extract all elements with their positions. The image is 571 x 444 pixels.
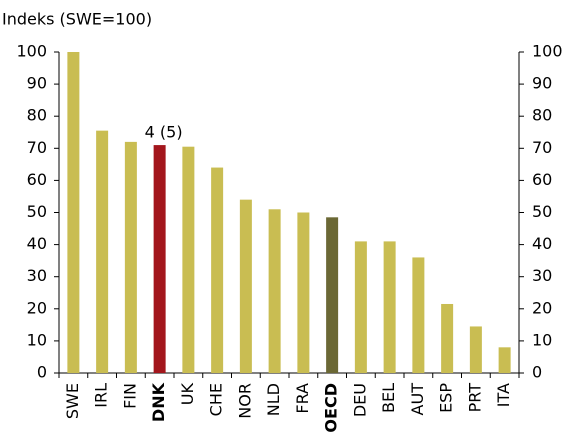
annotation: 4 (5): [145, 123, 183, 142]
y-tick-label: 90: [27, 74, 47, 93]
y-tick-label: 100: [16, 42, 47, 61]
x-tick-label: FRA: [293, 383, 312, 414]
bar: [67, 52, 80, 373]
bar: [297, 212, 310, 373]
bar: [498, 347, 511, 373]
y2-tick-label: 40: [532, 234, 552, 253]
x-tick-label: PRT: [465, 383, 484, 413]
bar: [412, 257, 425, 373]
x-tick-label: BEL: [379, 383, 398, 413]
y2-tick-label: 70: [532, 138, 552, 157]
y2-tick-label: 80: [532, 106, 552, 125]
y2-tick-label: 90: [532, 74, 552, 93]
y-tick-label: 80: [27, 106, 47, 125]
y-tick-label: 50: [27, 202, 47, 221]
x-tick-label: IRL: [92, 383, 111, 408]
y-tick-label: 10: [27, 330, 47, 349]
y2-tick-label: 0: [532, 363, 542, 382]
y-tick-label: 40: [27, 234, 47, 253]
x-tick-label: AUT: [408, 383, 427, 416]
bar: [441, 303, 454, 373]
y2-tick-label: 30: [532, 266, 552, 285]
x-tick-label: DNK: [149, 382, 168, 422]
x-tick-label: ESP: [437, 383, 456, 413]
bar: [211, 167, 224, 373]
y2-tick-label: 50: [532, 202, 552, 221]
bar: [383, 241, 396, 373]
bar: [96, 130, 109, 373]
bar: [153, 145, 166, 373]
x-tick-label: FIN: [120, 383, 139, 409]
bar: [124, 141, 137, 373]
x-tick-label: OECD: [322, 383, 341, 433]
y2-tick-label: 100: [532, 42, 563, 61]
x-tick-label: DEU: [350, 383, 369, 417]
x-tick-label: NOR: [235, 383, 254, 419]
x-tick-label: ITA: [494, 383, 513, 407]
y2-tick-label: 20: [532, 298, 552, 317]
x-tick-label: SWE: [63, 383, 82, 419]
bar: [182, 146, 195, 373]
bar: [268, 209, 281, 373]
x-tick-label: CHE: [207, 383, 226, 416]
y-tick-label: 30: [27, 266, 47, 285]
y-tick-label: 0: [37, 363, 47, 382]
y2-tick-label: 60: [532, 170, 552, 189]
chart-title: Indeks (SWE=100): [2, 10, 152, 29]
x-tick-label: NLD: [264, 383, 283, 416]
bar: [239, 199, 252, 373]
y-tick-label: 60: [27, 170, 47, 189]
y2-tick-label: 10: [532, 330, 552, 349]
bar: [326, 217, 339, 373]
y-tick-label: 70: [27, 138, 47, 157]
bar: [469, 326, 482, 373]
x-tick-label: UK: [178, 382, 197, 405]
bar: [354, 241, 367, 373]
y-tick-label: 20: [27, 298, 47, 317]
